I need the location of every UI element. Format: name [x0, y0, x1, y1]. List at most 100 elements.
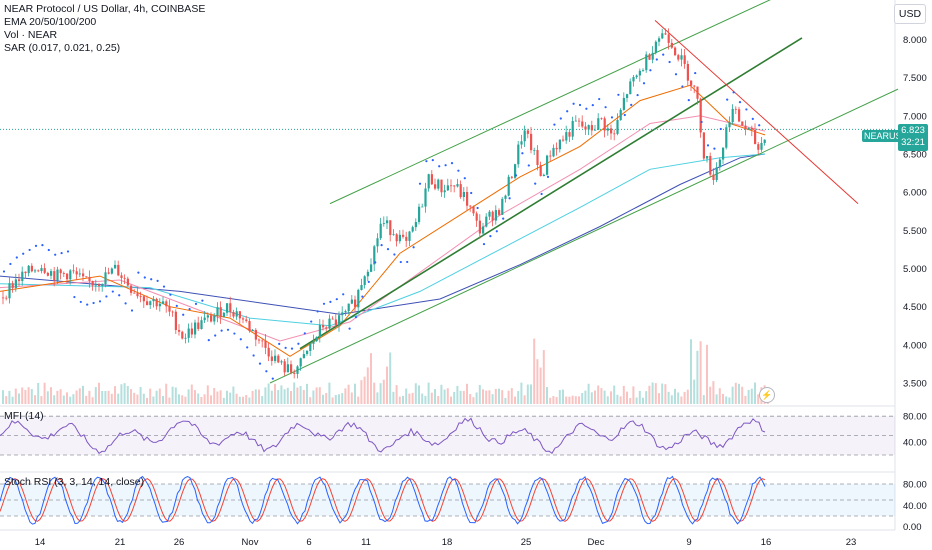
volume-bar	[498, 388, 500, 404]
candle-body	[341, 312, 344, 316]
candle-body	[750, 127, 753, 130]
sar-dot	[354, 316, 358, 319]
volume-bar	[568, 396, 571, 404]
candle-body	[283, 361, 286, 373]
candle-body	[85, 276, 88, 278]
volume-bar	[293, 382, 296, 404]
volume-bar	[590, 392, 593, 404]
sar-dot	[572, 102, 575, 105]
volume-bar	[750, 388, 753, 404]
sar-dot	[348, 327, 351, 330]
candle-body	[734, 108, 737, 110]
volume-bar	[715, 394, 718, 404]
sar-dot	[726, 98, 729, 101]
candle-body	[120, 275, 123, 278]
sar-dot	[34, 244, 38, 247]
volume-bar	[72, 394, 75, 404]
candle-body	[344, 311, 347, 313]
sar-dot	[239, 338, 242, 341]
volume-bar	[542, 350, 545, 404]
volume-bar	[670, 395, 673, 404]
sar-dot	[66, 250, 70, 253]
candle-body	[549, 155, 552, 157]
candle-body	[8, 283, 11, 299]
candle-body	[610, 128, 613, 134]
volume-bar	[616, 394, 619, 404]
sar-dot	[188, 308, 191, 311]
candle-body	[706, 155, 709, 159]
volume-bar	[565, 396, 568, 404]
volume-bar	[104, 390, 107, 404]
ema100-line	[0, 153, 766, 327]
candle-body	[565, 132, 568, 141]
legend-ema[interactable]: EMA 20/50/100/200	[4, 16, 97, 28]
volume-bar	[2, 390, 4, 404]
candle-body	[626, 94, 629, 98]
volume-bar	[254, 389, 257, 404]
mfi-line	[0, 417, 766, 455]
sar-dot	[553, 123, 556, 126]
sar-dot	[393, 253, 396, 256]
candle-body	[21, 271, 24, 281]
candle-body	[347, 303, 350, 312]
volume-bar	[379, 383, 382, 404]
mfi-label[interactable]: MFI (14)	[4, 410, 44, 422]
candle-body	[562, 139, 565, 141]
candle-body	[261, 340, 264, 342]
volume-bar	[395, 385, 398, 404]
candle-body	[405, 236, 408, 241]
volume-bar	[75, 390, 78, 404]
sar-dot	[92, 301, 95, 305]
sar-dot	[719, 127, 722, 131]
candle-body	[424, 188, 427, 207]
candle-body	[760, 143, 763, 150]
volume-bar	[683, 391, 686, 404]
time-tick-label: Nov	[242, 537, 259, 548]
time-tick-label: 21	[115, 537, 126, 548]
sar-dot	[156, 279, 159, 282]
volume-bar	[82, 385, 84, 404]
candle-body	[190, 328, 193, 335]
stoch-rsi-label[interactable]: Stoch RSI (3, 3, 14, 14, close)	[4, 476, 145, 488]
sar-dot	[9, 262, 12, 266]
sar-dot	[406, 260, 409, 264]
candle-body	[155, 298, 158, 307]
sar-dot	[418, 182, 422, 185]
volume-bar	[434, 389, 436, 404]
candle-body	[597, 118, 600, 130]
candle-body	[331, 318, 334, 320]
candle-body	[747, 127, 750, 130]
volume-bar	[645, 391, 648, 404]
volume-bar	[594, 390, 596, 404]
volume-bar	[757, 394, 760, 404]
candle-body	[136, 293, 139, 297]
time-tick-label: 6	[306, 537, 311, 548]
volume-bar	[581, 393, 584, 404]
volume-bar	[277, 390, 280, 404]
candle-body	[219, 307, 222, 318]
candle-body	[370, 264, 373, 272]
candle-body	[229, 303, 232, 312]
volume-bar	[133, 392, 136, 404]
volume-bar	[574, 396, 577, 404]
sar-dot	[636, 93, 639, 97]
legend-volume[interactable]: Vol · NEAR	[4, 29, 58, 41]
candle-body	[462, 191, 465, 197]
candle-body	[75, 271, 78, 275]
price-tick-label: 5.000	[903, 264, 927, 275]
legend-sar[interactable]: SAR (0.017, 0.021, 0.25)	[4, 42, 121, 54]
volume-bar	[267, 383, 270, 404]
lightning-icon[interactable]: ⚡	[759, 387, 775, 403]
candle-body	[296, 366, 299, 374]
volume-bar	[517, 391, 520, 404]
candle-body	[43, 268, 46, 273]
volume-bar	[456, 385, 459, 404]
time-tick-label: 11	[361, 537, 371, 548]
sar-dot	[246, 346, 249, 349]
volume-bar	[101, 390, 104, 404]
volume-bar	[584, 390, 587, 404]
volume-bar	[309, 397, 312, 404]
currency-button[interactable]: USD	[894, 4, 926, 24]
